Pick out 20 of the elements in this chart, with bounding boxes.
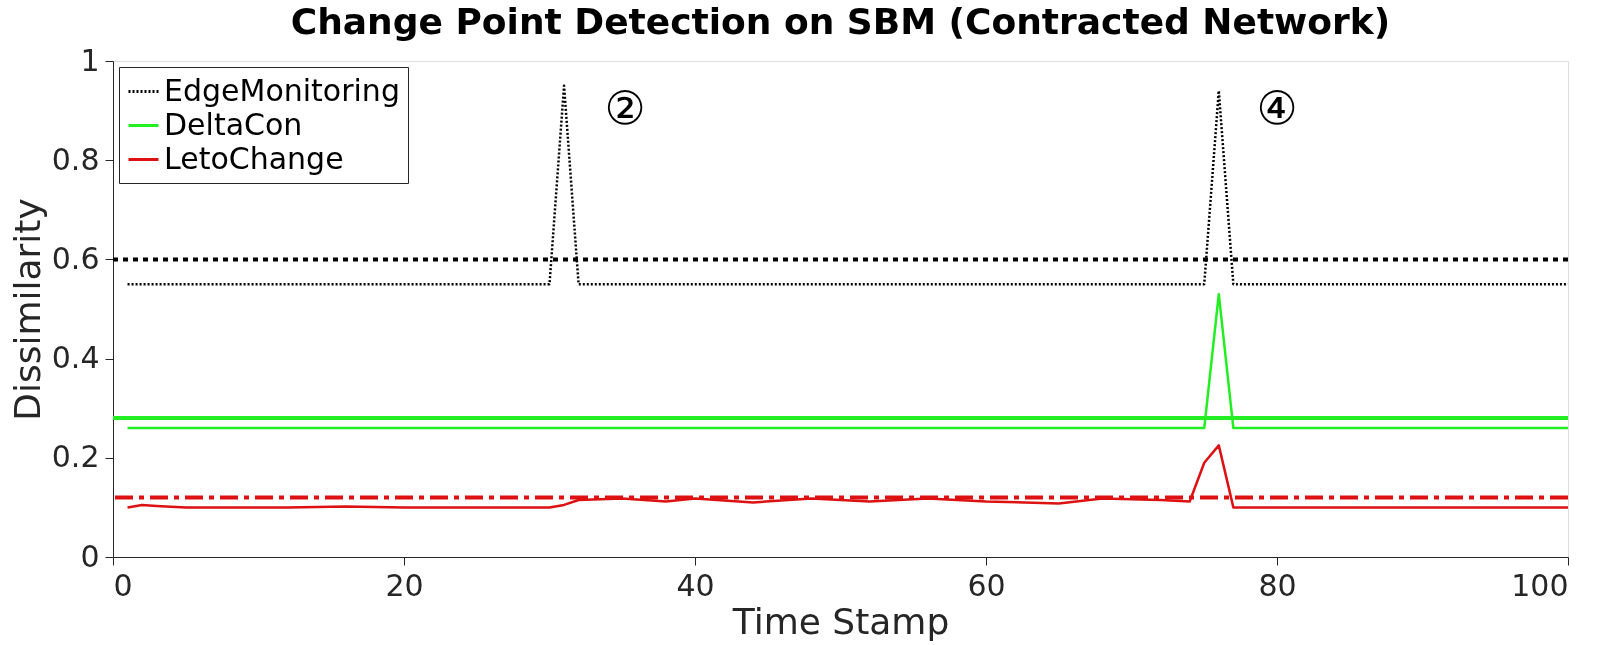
- y-axis-title: Dissimilarity: [6, 198, 48, 421]
- legend-label: LetoChange: [164, 140, 344, 176]
- y-tick-label: 0.6: [51, 240, 100, 276]
- x-axis-title: Time Stamp: [731, 600, 950, 642]
- y-tick-label: 1: [80, 42, 100, 78]
- chart-title: Change Point Detection on SBM (Contracted Network): [290, 1, 1391, 42]
- x-tick-label: 80: [1258, 567, 1297, 603]
- legend-label: DeltaCon: [164, 106, 303, 142]
- x-tick-label: 60: [967, 567, 1006, 603]
- y-tick-label: 0.4: [51, 340, 100, 376]
- y-tick-label: 0.2: [51, 439, 100, 475]
- x-tick-label: 40: [676, 567, 715, 603]
- annotation: ④: [1256, 81, 1298, 135]
- y-tick-label: 0.8: [51, 141, 100, 177]
- x-tick-label: 20: [385, 567, 424, 603]
- y-tick-label: 0: [80, 538, 100, 574]
- x-tick-label: 100: [1511, 567, 1569, 603]
- annotation: ②: [604, 81, 646, 135]
- legend-label: EdgeMonitoring: [164, 72, 400, 108]
- x-tick-label: 0: [113, 567, 133, 603]
